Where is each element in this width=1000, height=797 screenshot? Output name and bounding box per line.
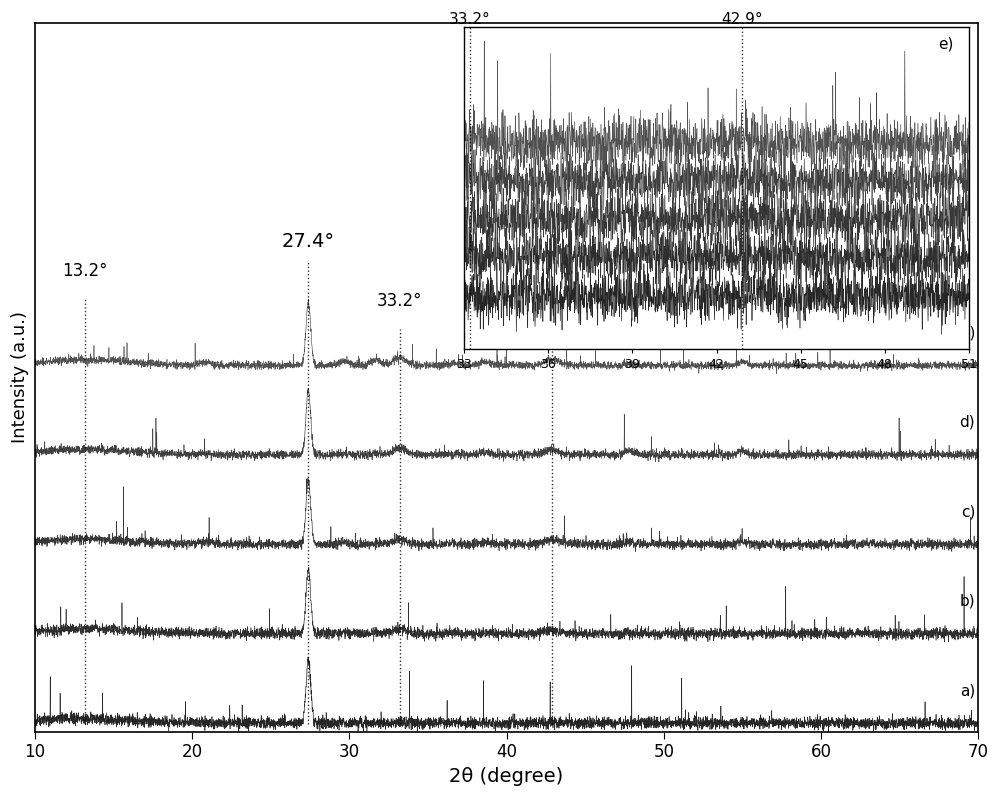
Text: 13.2°: 13.2° (62, 262, 108, 281)
Text: e): e) (960, 325, 975, 340)
Text: b): b) (960, 594, 975, 609)
X-axis label: 2θ (degree): 2θ (degree) (449, 767, 564, 786)
Text: d): d) (960, 414, 975, 430)
Text: 33.2°: 33.2° (377, 292, 422, 310)
Text: a): a) (960, 683, 975, 698)
Text: 27.4°: 27.4° (282, 231, 335, 250)
Y-axis label: Intensity (a.u.): Intensity (a.u.) (11, 312, 29, 443)
Text: c): c) (961, 504, 975, 519)
Text: 42.9°: 42.9° (530, 292, 575, 310)
